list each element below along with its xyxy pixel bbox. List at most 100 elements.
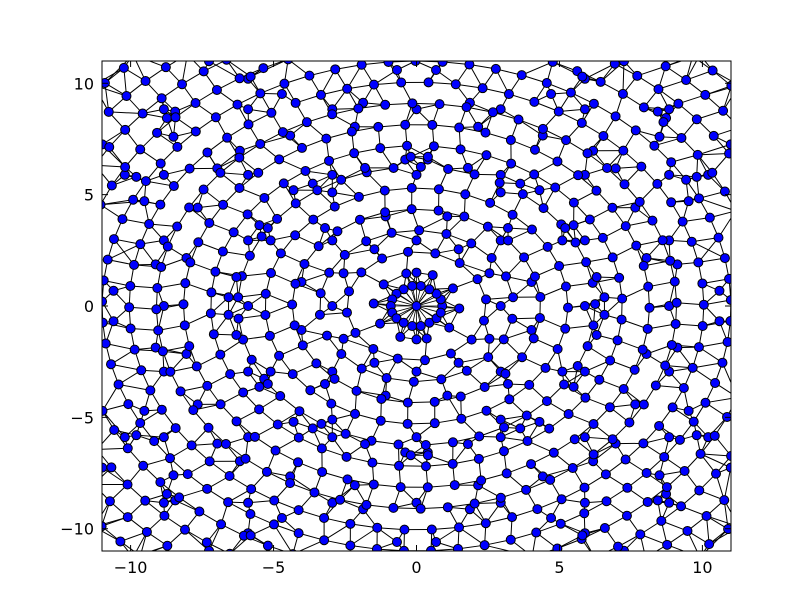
data-point xyxy=(360,162,371,173)
data-point xyxy=(398,284,409,295)
data-point xyxy=(246,484,257,495)
triangulation-edge xyxy=(102,530,121,542)
data-point xyxy=(724,148,731,159)
data-point xyxy=(356,61,367,70)
data-point xyxy=(356,267,367,278)
data-point xyxy=(120,162,131,173)
data-point xyxy=(177,79,188,90)
data-point xyxy=(225,369,236,380)
data-point xyxy=(336,174,347,185)
data-point xyxy=(301,117,312,128)
data-point xyxy=(307,423,318,434)
x-tick-label: 5 xyxy=(554,558,564,577)
data-point xyxy=(478,315,489,326)
data-point xyxy=(342,83,353,94)
data-point xyxy=(453,244,464,255)
data-point xyxy=(122,479,133,490)
data-point xyxy=(245,71,256,82)
data-point xyxy=(714,316,725,327)
data-point xyxy=(316,443,327,454)
data-point xyxy=(442,502,453,513)
data-point xyxy=(124,302,135,313)
data-point xyxy=(269,495,280,506)
data-point xyxy=(170,423,181,434)
data-point xyxy=(698,299,709,310)
data-point xyxy=(667,402,678,413)
data-point xyxy=(258,63,269,74)
data-point xyxy=(139,196,150,207)
triangulation-edge xyxy=(110,363,142,371)
data-point xyxy=(321,133,332,144)
data-point xyxy=(507,313,518,324)
data-point xyxy=(725,316,731,327)
data-point xyxy=(673,98,684,109)
data-point xyxy=(480,518,491,529)
data-point xyxy=(202,147,213,158)
data-point xyxy=(462,439,473,450)
data-point xyxy=(215,349,226,360)
data-point xyxy=(561,135,572,146)
data-point xyxy=(228,227,239,238)
data-point xyxy=(381,373,392,384)
data-point xyxy=(290,230,301,241)
data-point xyxy=(676,501,687,512)
data-point xyxy=(431,64,442,75)
data-point xyxy=(254,381,265,392)
data-point xyxy=(393,439,404,450)
data-point xyxy=(652,495,663,506)
data-point xyxy=(427,119,438,130)
data-point xyxy=(552,343,563,354)
data-point xyxy=(224,471,235,482)
data-point xyxy=(327,301,338,311)
data-point xyxy=(327,414,338,425)
data-point xyxy=(204,456,215,467)
data-point xyxy=(161,488,172,499)
data-point xyxy=(234,73,245,84)
data-point xyxy=(710,377,721,388)
data-point xyxy=(138,460,149,471)
data-point xyxy=(378,279,389,290)
triangulation-edge xyxy=(692,362,723,369)
data-point xyxy=(152,283,163,294)
y-axis: −10 −5 0 5 10 xyxy=(60,74,731,539)
triangulation-edge xyxy=(722,97,731,112)
data-point xyxy=(537,123,548,134)
data-point xyxy=(479,540,490,551)
data-point xyxy=(719,495,730,506)
triangulation-edge xyxy=(723,499,731,514)
data-point xyxy=(517,189,528,200)
data-point xyxy=(141,526,152,537)
triangulation-edge xyxy=(260,135,291,145)
data-point xyxy=(607,252,618,263)
data-point xyxy=(411,432,422,443)
data-point xyxy=(559,379,570,390)
data-point xyxy=(617,88,628,99)
data-point xyxy=(704,212,715,223)
data-point xyxy=(460,189,471,200)
data-point xyxy=(709,430,720,441)
data-point xyxy=(516,70,527,81)
data-point xyxy=(567,463,578,474)
data-point xyxy=(122,443,133,454)
data-point xyxy=(503,235,514,246)
data-point xyxy=(490,63,501,74)
data-point xyxy=(160,62,171,73)
data-point xyxy=(556,494,567,505)
data-point xyxy=(579,366,590,377)
data-point xyxy=(664,104,675,115)
data-point xyxy=(210,266,221,277)
data-point xyxy=(671,297,682,308)
data-point xyxy=(104,142,115,153)
data-point xyxy=(338,268,349,279)
data-point xyxy=(185,257,196,268)
data-point xyxy=(449,480,460,491)
triangulation-edge xyxy=(698,197,731,210)
data-point xyxy=(555,518,566,529)
triangulation-edge xyxy=(600,61,625,83)
data-point xyxy=(327,109,338,120)
data-point xyxy=(245,509,256,520)
data-point xyxy=(726,450,731,461)
data-point xyxy=(152,127,163,138)
data-point xyxy=(638,399,649,410)
